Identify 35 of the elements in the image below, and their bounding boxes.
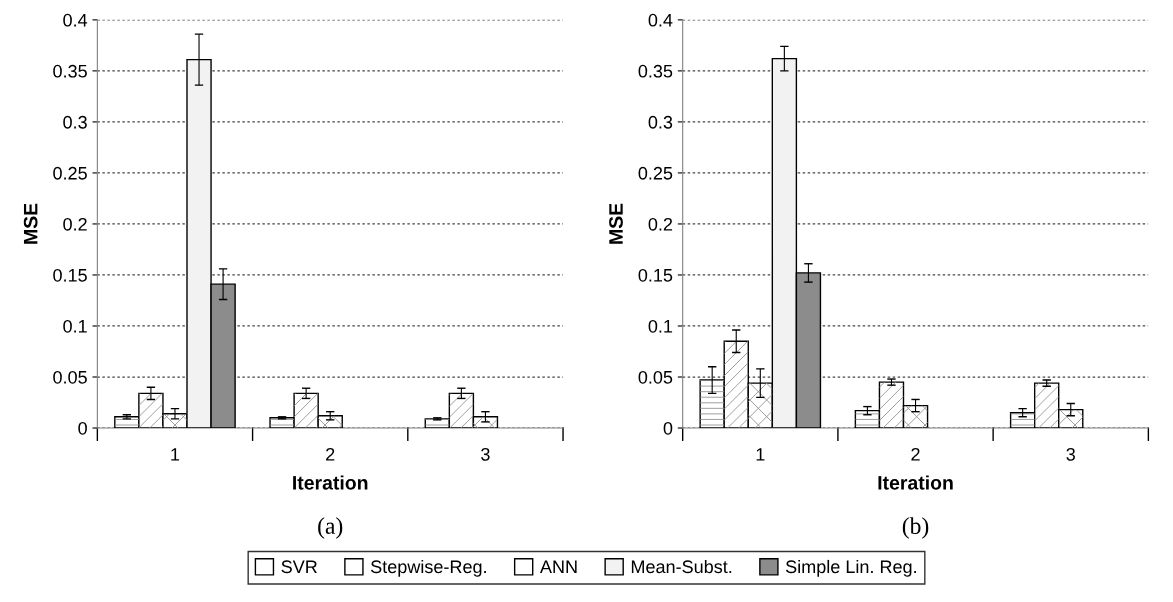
legend-label: ANN	[539, 560, 577, 573]
y-tick-label: 0.05	[638, 370, 673, 384]
y-tick-label: 0.1	[63, 319, 87, 333]
y-axis-title: MSE	[609, 203, 623, 244]
y-tick-label: 0.1	[648, 319, 673, 333]
x-tick-label: 3	[481, 447, 490, 461]
y-tick-label: 0.25	[638, 166, 673, 180]
y-tick-label: 0.15	[638, 268, 673, 282]
y-axis-title: MSE	[23, 203, 38, 244]
y-tick-label: 0.05	[53, 370, 87, 384]
y-tick-label: 0.2	[648, 217, 673, 231]
legend-label: Mean-Subst.	[631, 559, 732, 574]
y-tick-label: 0.4	[63, 13, 88, 27]
text: (a)	[318, 517, 343, 539]
legend-label: SVR	[281, 560, 317, 574]
y-tick-label: 0.4	[648, 13, 673, 27]
legend-label: Simple Lin. Reg.	[785, 559, 916, 577]
y-tick-label: 0.35	[53, 64, 87, 78]
y-tick-label: 0.15	[53, 268, 87, 282]
y-tick-label: 0.3	[63, 115, 87, 129]
x-tick-label: 1	[756, 448, 765, 461]
x-tick-label: 1	[171, 448, 180, 461]
x-axis-title: Iteration	[293, 475, 368, 490]
x-tick-label: 2	[911, 447, 920, 461]
legend-label: Stepwise-Reg.	[370, 559, 486, 577]
y-tick-label: 0.3	[648, 115, 673, 129]
y-tick-label: 0.35	[638, 64, 673, 78]
x-axis-title: Iteration	[878, 475, 953, 490]
x-tick-label: 3	[1066, 447, 1075, 461]
y-tick-label: 0	[78, 421, 87, 435]
y-tick-label: 0.25	[53, 166, 87, 180]
y-tick-label: 0	[663, 421, 673, 435]
y-tick-label: 0.2	[63, 217, 87, 231]
x-tick-label: 2	[326, 447, 335, 461]
text: (b)	[902, 517, 929, 539]
